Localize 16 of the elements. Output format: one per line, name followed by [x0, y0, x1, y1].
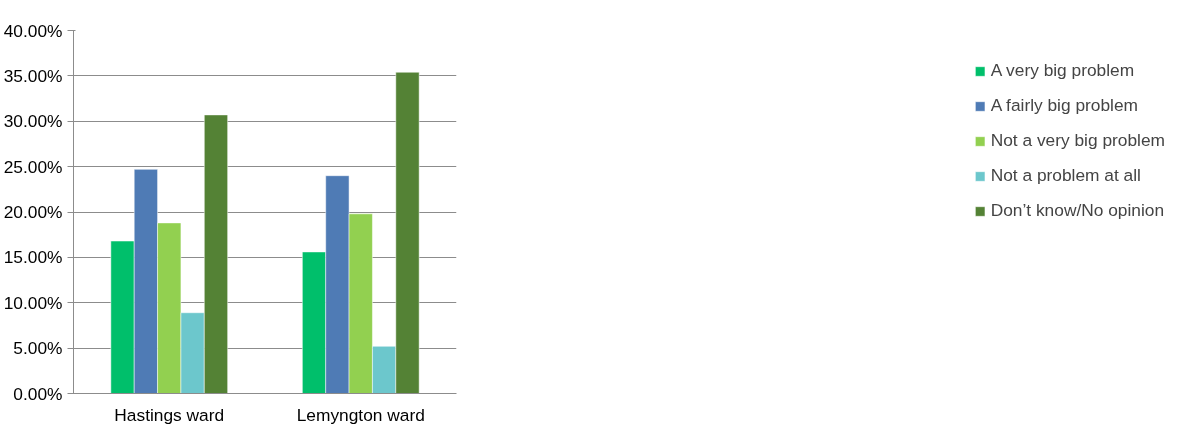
legend-label: A fairly big problem — [990, 95, 1139, 116]
y-tick-label: 40.00% — [3, 20, 63, 41]
x-tick-label: Lemyngton ward — [296, 404, 425, 425]
legend-label: Not a very big problem — [990, 130, 1165, 151]
y-tick-label: 0.00% — [13, 383, 63, 404]
y-tick-label: 35.00% — [3, 65, 63, 86]
y-tick-label: 20.00% — [3, 202, 63, 222]
legend-label: Not a problem at all — [990, 165, 1141, 186]
legend-label: A very big problem — [990, 60, 1135, 81]
y-tick-label: 25.00% — [3, 156, 63, 177]
y-tick-label: 15.00% — [3, 247, 63, 268]
y-tick-label: 30.00% — [3, 111, 63, 132]
y-tick-label: 5.00% — [13, 338, 63, 359]
legend-label: Don’t know/No opinion — [990, 200, 1165, 221]
x-tick-label: Hastings ward — [114, 404, 225, 425]
y-tick-label: 10.00% — [3, 292, 63, 313]
